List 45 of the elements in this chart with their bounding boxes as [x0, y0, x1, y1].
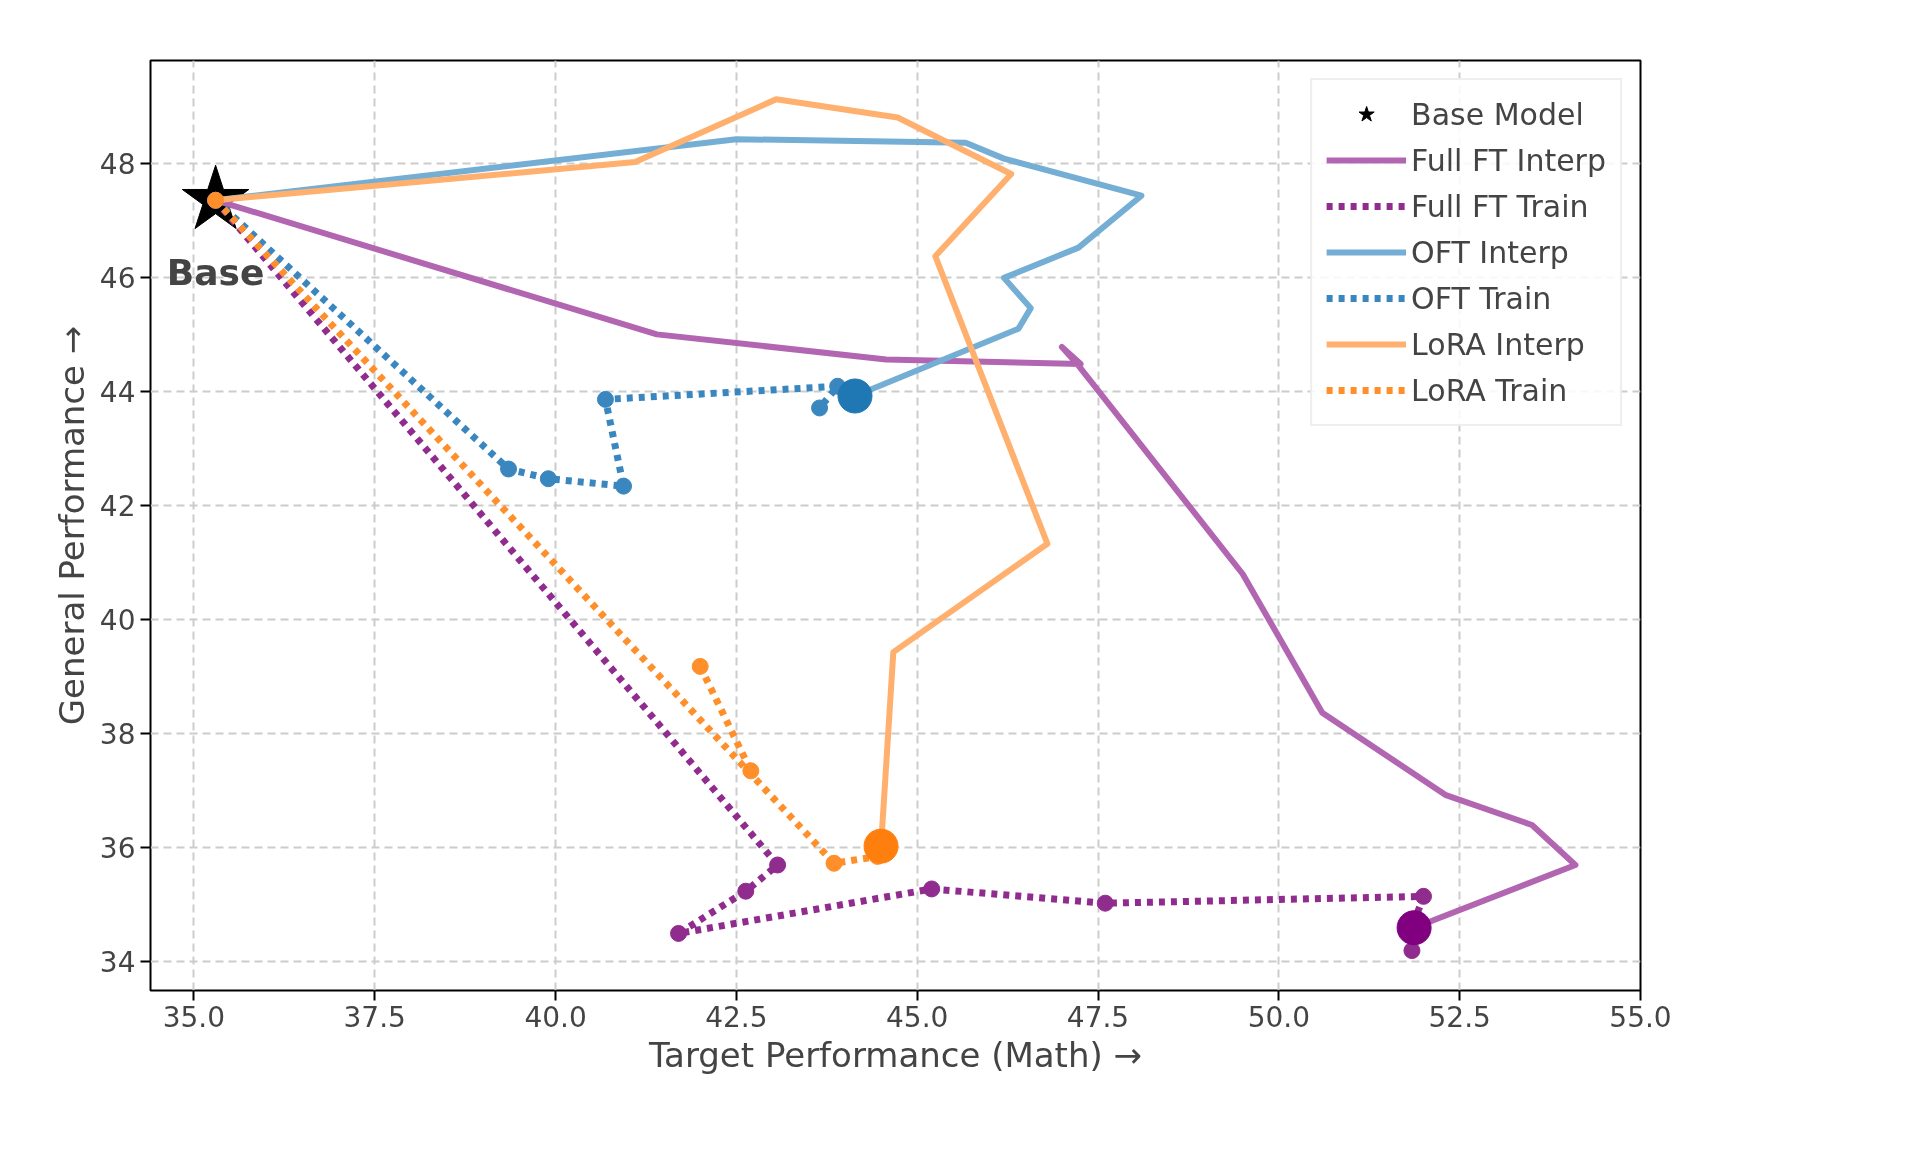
y-tick-label: 38	[99, 718, 136, 752]
x-tick-label: 52.5	[1428, 1000, 1491, 1034]
y-tick-label: 48	[99, 147, 136, 181]
x-tick-label: 55.0	[1609, 1000, 1672, 1034]
y-tick-label: 40	[99, 604, 136, 638]
point	[825, 854, 843, 872]
x-tick-label: 35.0	[162, 1000, 226, 1034]
point	[596, 390, 614, 408]
legend-label: Full FT Train	[1411, 188, 1589, 224]
x-tick-label: 42.5	[705, 1000, 768, 1034]
legend-label: LoRA Interp	[1411, 326, 1585, 362]
point	[691, 657, 709, 675]
point	[837, 378, 873, 414]
point	[737, 882, 755, 900]
point	[500, 460, 518, 478]
point	[1403, 942, 1421, 960]
x-axis-title: Target Performance (Math) →	[647, 1034, 1143, 1075]
point	[1415, 887, 1433, 905]
point	[811, 399, 829, 417]
y-tick-label: 42	[99, 490, 136, 524]
point	[923, 880, 941, 898]
x-tick-label: 37.5	[343, 1000, 406, 1034]
point	[615, 477, 633, 495]
y-tick-label: 36	[99, 832, 136, 866]
point	[863, 828, 899, 864]
legend-label: OFT Train	[1411, 280, 1552, 316]
annotation: Base	[166, 252, 265, 294]
legend-label: OFT Interp	[1411, 234, 1569, 270]
x-tick-label: 50.0	[1247, 1000, 1311, 1034]
point	[670, 924, 688, 942]
x-tick-label: 47.5	[1066, 1000, 1130, 1034]
y-axis-title: General Performance →	[51, 325, 92, 726]
legend-label: Full FT Interp	[1411, 142, 1606, 178]
y-tick-label: 44	[99, 375, 136, 409]
x-tick-label: 40.0	[524, 1000, 587, 1034]
legend-label: LoRA Train	[1411, 372, 1568, 408]
point	[769, 856, 787, 874]
y-tick-label: 46	[99, 261, 136, 295]
y-tick-label: 34	[99, 946, 136, 980]
point	[742, 762, 760, 780]
legend-label: Base Model	[1411, 96, 1584, 132]
point	[539, 470, 557, 488]
point	[1096, 894, 1114, 912]
x-tick-label: 45.0	[886, 1000, 949, 1034]
point	[1396, 910, 1432, 946]
